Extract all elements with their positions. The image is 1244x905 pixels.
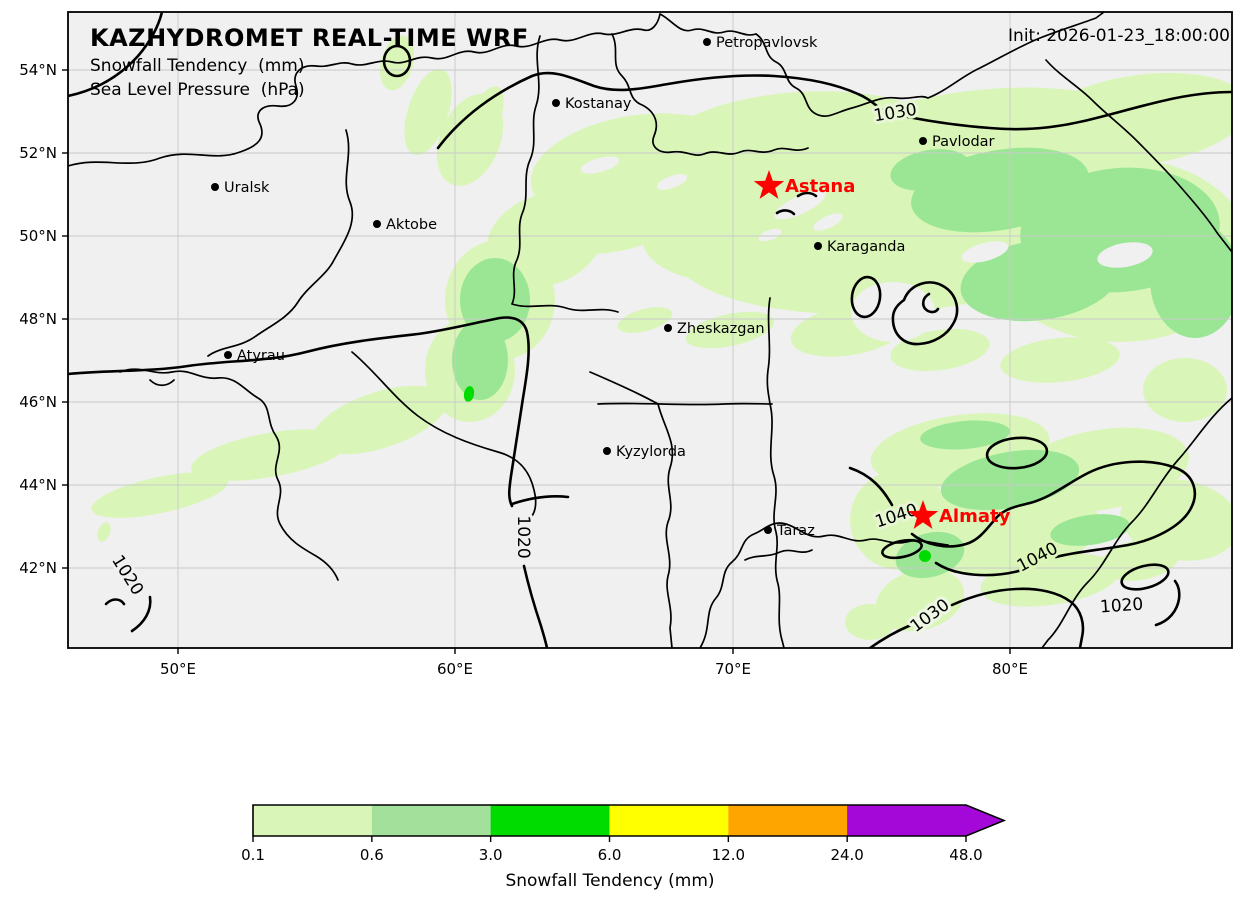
- snowfall-fill-light: [91, 35, 1232, 640]
- city-label: Kyzylorda: [616, 444, 686, 460]
- contour-1030-bottom-e: [950, 587, 1085, 648]
- lat-tick-label: 48°N: [19, 310, 57, 328]
- map-frame: [67, 11, 1233, 649]
- colorbar-tick-label: 0.6: [360, 846, 384, 864]
- contour-nw: [68, 12, 164, 98]
- lon-tick-label: 80°E: [992, 660, 1028, 678]
- city-marker: [211, 183, 219, 191]
- colorbar-tick-label: 12.0: [712, 846, 745, 864]
- contour-oval-se: [1120, 563, 1170, 591]
- contour-oval-mid: [850, 275, 882, 319]
- kostanay-oblast-border: [511, 35, 619, 313]
- kyzylorda-border-h: [597, 402, 773, 406]
- lon-tick-label: 50°E: [160, 660, 196, 678]
- colorbar-segment: [490, 805, 610, 836]
- city-marker: [224, 351, 232, 359]
- colorbar-outline: [252, 804, 1007, 837]
- colorbar-title: Snowfall Tendency (mm): [505, 871, 714, 891]
- colorbar-tick-label: 3.0: [479, 846, 503, 864]
- city-marker: [373, 220, 381, 228]
- kyrgyz-border-detail: [744, 549, 813, 561]
- colorbar-segment: [728, 805, 848, 836]
- capital-label: Almaty: [939, 506, 1011, 527]
- contour-1040-s: [934, 561, 1028, 577]
- contour-loop-mid: [891, 281, 959, 346]
- lat-tick-label: 46°N: [19, 393, 57, 411]
- city-label: Zheskazgan: [677, 321, 765, 337]
- lon-tick-label: 70°E: [715, 660, 751, 678]
- capital-star-marker: [753, 170, 785, 199]
- city-label: Karaganda: [827, 239, 905, 255]
- lat-tick-label: 50°N: [19, 227, 57, 245]
- city-label: Pavlodar: [932, 134, 995, 150]
- contour-oval-1040: [985, 436, 1049, 470]
- capital-markers: Astana Almaty: [753, 170, 1011, 529]
- zheskazgan-border: [589, 371, 659, 405]
- city-marker: [919, 137, 927, 145]
- contour-1020-se-frag: [1154, 579, 1181, 627]
- lat-tick-label: 42°N: [19, 559, 57, 577]
- contour-oval-almaty: [881, 538, 923, 560]
- caspian-coast: [119, 368, 339, 581]
- oblast-border-ne: [611, 33, 809, 156]
- border-altai: [1045, 59, 1232, 253]
- contour-1040-main: [910, 460, 1197, 559]
- colorbar-tick-label: 24.0: [830, 846, 863, 864]
- contour-1030-top-e: [906, 90, 1232, 131]
- city-marker: [703, 38, 711, 46]
- ural-border: [207, 129, 354, 357]
- city-markers: Petropavlovsk Kostanay Pavlodar Uralsk Aktob…: [211, 35, 995, 539]
- contour-loop-hook: [921, 292, 940, 314]
- kyzylorda-border-v1: [766, 297, 785, 648]
- axis-ticks: 50°E 60°E 70°E 80°E 54°N 52°N 50°N 48°N 46°N 44°N…: [19, 61, 1028, 678]
- city-marker: [764, 526, 772, 534]
- colorbar-segment: [609, 805, 729, 836]
- colorbar: 0.1 0.6 3.0 6.0 12.0 24.0 48.0: [241, 804, 1007, 864]
- colorbar-segment: [253, 805, 373, 836]
- pressure-contours: [68, 12, 1232, 648]
- city-marker: [552, 99, 560, 107]
- russia-border-west: [68, 13, 757, 167]
- coast-detail: [149, 379, 175, 387]
- colorbar-segment: [847, 805, 967, 836]
- city-marker: [603, 447, 611, 455]
- city-label: Aktobe: [386, 217, 437, 233]
- colorbar-tick-label: 48.0: [949, 846, 982, 864]
- colorbar-segment: [371, 805, 492, 836]
- city-label: Atyrau: [237, 348, 285, 364]
- lat-tick-label: 54°N: [19, 61, 57, 79]
- city-label: Taraz: [776, 523, 815, 539]
- contour-1020-sw-frag2: [130, 595, 152, 633]
- contour-1020-sw-frag1: [104, 598, 126, 606]
- pressure-contour-label: 1020: [1099, 595, 1144, 618]
- snowfall-fill-bright: [463, 386, 931, 562]
- colorbar-extend-arrow: [966, 805, 1004, 836]
- capital-star-marker: [907, 500, 939, 529]
- lat-tick-label: 52°N: [19, 144, 57, 162]
- kyzylorda-border-v2: [657, 403, 674, 648]
- city-label: Kostanay: [565, 96, 632, 112]
- city-label: Petropavlovsk: [716, 35, 818, 51]
- city-label: Uralsk: [224, 180, 270, 196]
- city-marker: [664, 324, 672, 332]
- contour-1040-w: [848, 466, 894, 507]
- pressure-contour-label: 1020: [513, 515, 533, 558]
- lon-tick-label: 60°E: [437, 660, 473, 678]
- contour-astana-frag1: [796, 191, 818, 198]
- colorbar-tick-label: 0.1: [241, 846, 265, 864]
- contour-1020-west-s: [522, 564, 549, 648]
- city-marker: [814, 242, 822, 250]
- contour-oval-top: [382, 44, 412, 78]
- contour-astana-frag2: [775, 209, 796, 216]
- lat-tick-label: 44°N: [19, 476, 57, 494]
- colorbar-tick-label: 6.0: [598, 846, 622, 864]
- contour-1020-west: [68, 316, 530, 508]
- capital-label: Astana: [785, 176, 855, 197]
- contour-1030-top-w: [436, 71, 884, 150]
- contour-1030-bottom-w: [868, 623, 913, 648]
- contour-1020-west-spur: [510, 495, 570, 506]
